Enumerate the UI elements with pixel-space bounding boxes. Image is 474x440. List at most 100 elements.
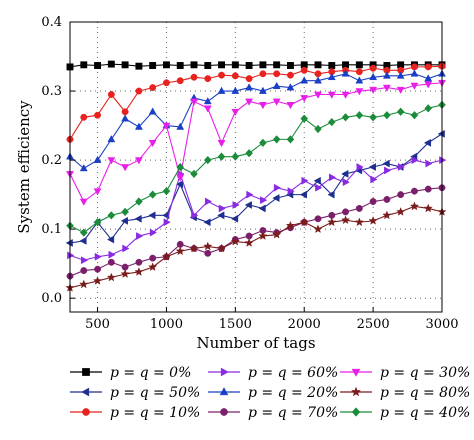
y-tick-label: 0.2 xyxy=(41,153,62,168)
data-point xyxy=(122,244,130,253)
data-point xyxy=(424,104,433,113)
data-point xyxy=(382,159,390,168)
data-point xyxy=(368,215,378,225)
data-point xyxy=(106,235,115,244)
data-point xyxy=(79,198,88,206)
data-point xyxy=(287,187,295,196)
series-line xyxy=(69,63,442,68)
data-point xyxy=(314,76,322,84)
data-point xyxy=(149,228,158,237)
data-point xyxy=(410,111,419,120)
data-point xyxy=(369,113,377,122)
data-point xyxy=(355,88,364,96)
data-point xyxy=(246,190,254,199)
legend-label: p = q = 60% xyxy=(248,365,338,381)
data-point xyxy=(439,156,447,165)
y-tick-label: 0.3 xyxy=(41,84,62,99)
data-point xyxy=(135,197,143,206)
data-point xyxy=(204,197,213,206)
data-point xyxy=(424,185,432,193)
x-tick-label: 2000 xyxy=(288,317,321,332)
data-point xyxy=(218,204,226,213)
data-point xyxy=(80,61,88,69)
data-point xyxy=(162,122,171,130)
data-point xyxy=(148,211,156,220)
data-point xyxy=(176,162,185,172)
data-point xyxy=(272,135,281,144)
data-point xyxy=(162,61,170,69)
data-point xyxy=(355,68,363,76)
data-point xyxy=(355,76,364,84)
data-point xyxy=(176,122,185,130)
data-point xyxy=(396,207,406,216)
data-point xyxy=(410,69,419,77)
data-point xyxy=(217,152,226,161)
legend-item: p = q = 20% xyxy=(208,385,338,401)
data-point xyxy=(175,180,184,189)
data-point xyxy=(424,74,433,82)
data-point xyxy=(107,91,115,98)
data-point xyxy=(397,163,406,171)
y-tick-label: 0.0 xyxy=(41,291,62,306)
x-tick-label: 2500 xyxy=(357,317,390,332)
data-point xyxy=(190,98,198,106)
data-point xyxy=(121,164,130,172)
data-point xyxy=(203,218,211,227)
legend-item: p = q = 60% xyxy=(208,365,338,381)
data-point xyxy=(94,265,102,273)
data-point xyxy=(67,251,75,260)
data-point xyxy=(327,190,335,199)
data-point xyxy=(437,129,445,138)
data-point xyxy=(190,61,198,69)
legend-label: p = q = 50% xyxy=(110,385,200,401)
data-point xyxy=(107,258,115,266)
data-point xyxy=(355,61,363,69)
data-point xyxy=(94,62,102,69)
data-point xyxy=(382,210,392,220)
data-point xyxy=(313,224,323,234)
data-point xyxy=(342,178,350,187)
data-point xyxy=(190,169,198,179)
series-2 xyxy=(66,62,446,143)
data-point xyxy=(272,194,280,203)
data-point xyxy=(383,111,391,120)
data-point xyxy=(342,208,350,216)
data-point xyxy=(273,61,281,69)
data-point xyxy=(106,272,116,282)
data-point xyxy=(258,204,266,213)
data-point xyxy=(396,107,405,116)
data-point xyxy=(424,63,432,71)
data-point xyxy=(300,66,308,74)
legend-marker xyxy=(351,407,361,417)
data-point xyxy=(162,79,170,87)
data-point xyxy=(286,83,295,91)
data-point xyxy=(163,218,171,227)
legend-marker xyxy=(350,386,362,397)
data-point xyxy=(244,201,252,209)
data-point xyxy=(272,229,282,239)
data-point xyxy=(355,111,364,120)
data-point xyxy=(328,62,336,69)
series-line xyxy=(69,205,443,289)
data-point xyxy=(135,62,143,70)
data-point xyxy=(107,157,116,165)
series-line xyxy=(69,133,443,244)
legend-label: p = q = 20% xyxy=(248,385,338,401)
data-point xyxy=(79,279,89,289)
data-point xyxy=(231,72,239,80)
data-point xyxy=(300,114,309,123)
data-point xyxy=(120,216,128,225)
series-6 xyxy=(66,79,446,206)
data-point xyxy=(161,251,172,261)
legend-item: p = q = 70% xyxy=(208,405,338,421)
data-point xyxy=(121,61,129,69)
legend-label: p = q = 30% xyxy=(380,365,470,381)
data-point xyxy=(356,163,364,171)
data-point xyxy=(190,73,198,81)
data-point xyxy=(203,155,212,165)
data-point xyxy=(230,236,240,246)
data-point xyxy=(175,246,185,256)
legend-marker xyxy=(82,408,90,416)
data-point xyxy=(121,207,129,217)
data-point xyxy=(216,243,227,253)
